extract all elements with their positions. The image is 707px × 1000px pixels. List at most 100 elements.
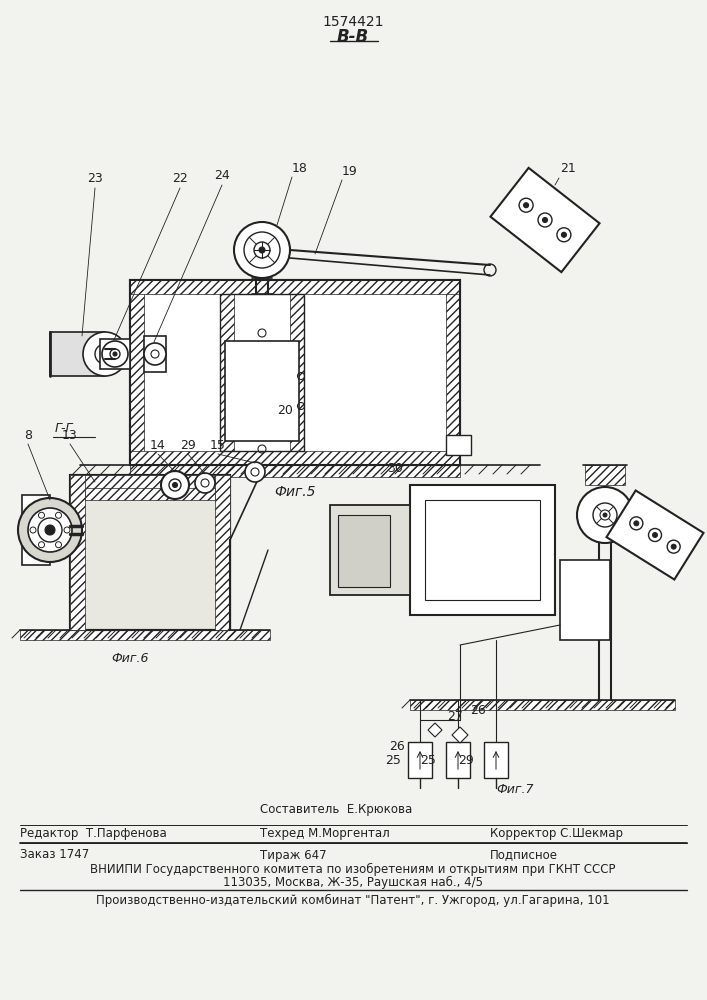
Circle shape [603,513,607,517]
Text: В-В: В-В [337,28,369,46]
Circle shape [95,344,115,364]
Bar [446,435,471,455]
Text: 19: 19 [342,165,358,178]
Text: 29: 29 [458,754,474,767]
Circle shape [195,473,215,493]
Circle shape [28,508,72,552]
Text: 13: 13 [62,429,78,442]
Text: 23: 23 [87,172,103,185]
Circle shape [161,471,189,499]
Bar [70,475,230,490]
Text: 27: 27 [447,710,463,723]
Circle shape [102,341,128,367]
Circle shape [557,228,571,242]
Bar [130,280,460,294]
Text: 26: 26 [390,740,405,754]
Circle shape [653,532,658,538]
Text: Подписное: Подписное [490,848,558,861]
Circle shape [577,487,633,543]
Circle shape [144,343,166,365]
Polygon shape [491,168,600,272]
Circle shape [524,203,529,208]
Bar [130,280,460,465]
Circle shape [671,544,676,549]
Polygon shape [607,490,703,580]
Text: 26: 26 [470,704,486,717]
Bar [338,515,390,587]
Text: 25: 25 [385,754,401,767]
Circle shape [593,503,617,527]
Bar [215,475,230,630]
Text: 20: 20 [277,404,293,418]
Text: 29: 29 [180,439,196,452]
Bar [585,465,625,485]
Bar [130,280,144,465]
Circle shape [18,498,82,562]
Bar [144,336,166,372]
Circle shape [542,218,547,223]
Bar [70,475,85,630]
Bar [130,280,460,465]
Text: Фиг.7: Фиг.7 [496,783,534,796]
Bar [70,475,230,630]
Bar [85,488,215,500]
Circle shape [648,528,662,542]
Circle shape [245,462,265,482]
Text: Г-Г: Г-Г [55,422,74,435]
Bar [560,560,610,640]
Bar [484,742,508,778]
Text: 22: 22 [172,172,188,185]
Bar [220,294,234,451]
Text: Производственно-издательский комбинат "Патент", г. Ужгород, ул.Гагарина, 101: Производственно-издательский комбинат "П… [96,893,610,907]
Bar [330,505,410,595]
Polygon shape [428,723,442,737]
Text: Фиг.5: Фиг.5 [274,485,316,499]
Bar [225,341,299,441]
Bar [20,630,270,640]
Text: Тираж 647: Тираж 647 [260,848,327,861]
Bar [70,475,230,630]
Text: 18: 18 [292,162,308,175]
Circle shape [234,222,290,278]
Circle shape [630,517,643,530]
Circle shape [45,525,55,535]
Bar [130,451,460,465]
Circle shape [561,232,566,237]
Bar [408,742,432,778]
Text: 25: 25 [420,754,436,767]
Circle shape [83,332,127,376]
Circle shape [173,483,177,488]
Bar [100,339,130,369]
Text: 14: 14 [150,439,166,452]
Text: 8: 8 [24,429,32,442]
Text: Редактор  Т.Парфенова: Редактор Т.Парфенова [20,828,167,840]
Text: 1574421: 1574421 [322,15,384,29]
Text: 24: 24 [214,169,230,182]
Bar [410,485,555,615]
Circle shape [259,247,265,253]
Circle shape [538,213,552,227]
Text: 113035, Москва, Ж-35, Раушская наб., 4/5: 113035, Москва, Ж-35, Раушская наб., 4/5 [223,875,483,889]
Bar [425,500,540,600]
Circle shape [634,521,639,526]
Bar [446,742,470,778]
Bar [290,294,304,451]
Bar [22,495,50,565]
Text: Корректор С.Шекмар: Корректор С.Шекмар [490,828,623,840]
Circle shape [101,350,109,358]
Text: Составитель  Е.Крюкова: Составитель Е.Крюкова [260,802,412,816]
Bar [220,294,304,451]
Circle shape [113,352,117,356]
Bar [50,332,105,376]
Text: ВНИИПИ Государственного комитета по изобретениям и открытиям при ГКНТ СССР: ВНИИПИ Государственного комитета по изоб… [90,862,616,876]
Text: Заказ 1747: Заказ 1747 [20,848,89,861]
Bar [446,280,460,465]
Text: 15: 15 [210,439,226,452]
Text: Техред М.Моргентал: Техред М.Моргентал [260,828,390,840]
Polygon shape [452,727,468,743]
Text: 30: 30 [387,462,403,475]
Circle shape [519,198,533,212]
Bar [130,465,460,477]
Circle shape [667,540,680,553]
Text: 21: 21 [560,162,575,175]
